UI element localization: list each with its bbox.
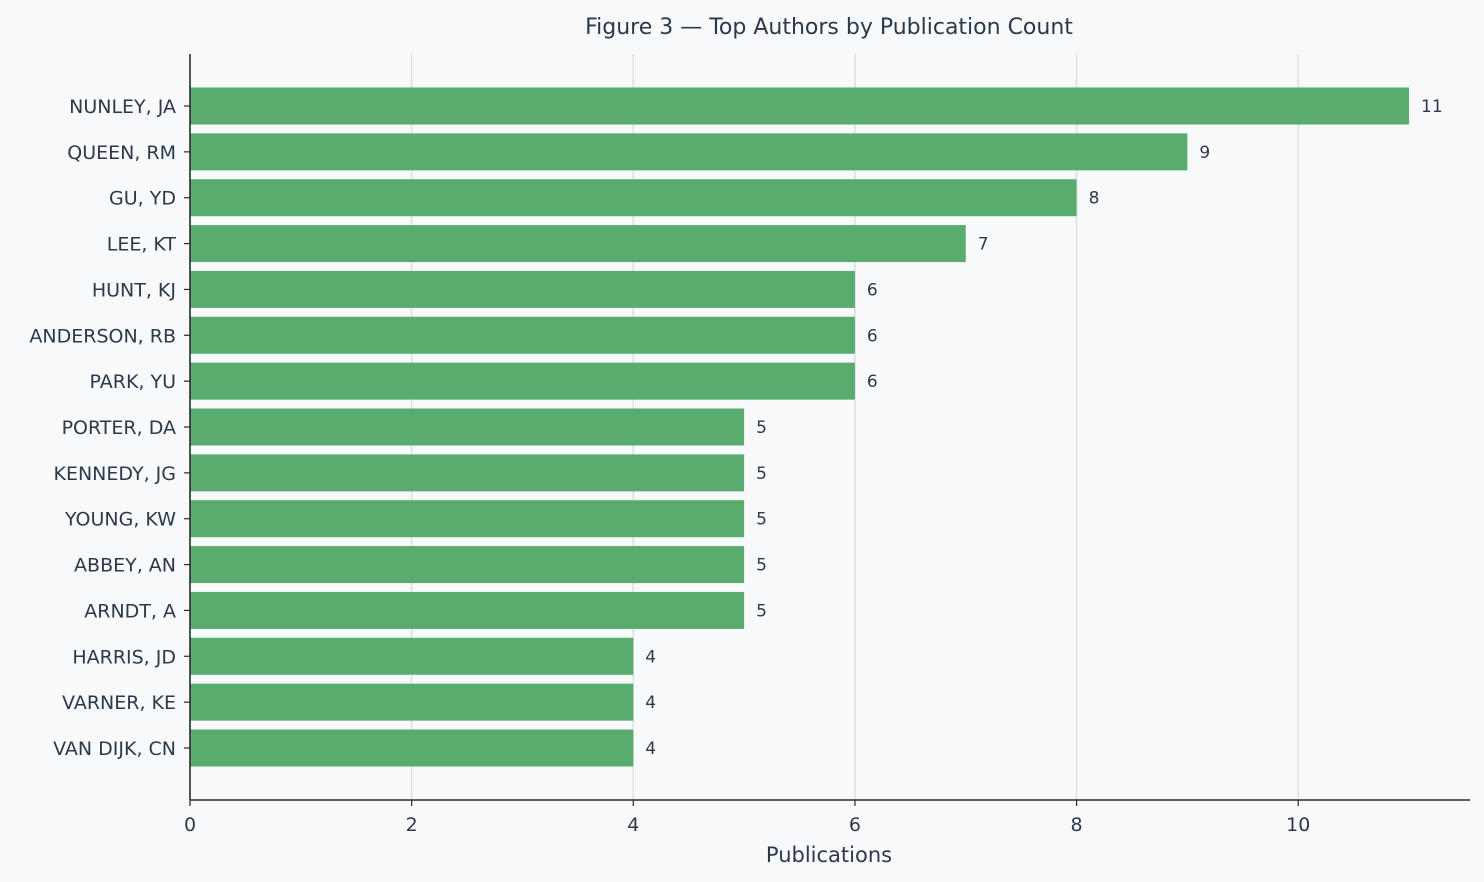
bar-7 xyxy=(190,408,745,446)
value-labels: 11 9 8 7 6 6 6 5 5 5 5 5 4 4 4 xyxy=(645,97,1442,759)
axes xyxy=(184,54,1470,801)
value-label-2: 8 xyxy=(1089,189,1100,209)
x-tick-label-2: 4 xyxy=(627,814,639,836)
value-label-8: 5 xyxy=(756,464,767,484)
value-label-5: 6 xyxy=(867,326,878,346)
gridlines xyxy=(410,54,1299,800)
value-label-1: 9 xyxy=(1199,143,1210,163)
bar-1 xyxy=(190,133,1188,171)
bar-14 xyxy=(190,729,634,767)
category-label-0: NUNLEY, JA xyxy=(69,96,176,118)
category-label-4: HUNT, KJ xyxy=(92,279,176,301)
bar-12 xyxy=(190,637,634,675)
bar-4 xyxy=(190,270,855,308)
bar-6 xyxy=(190,362,855,400)
category-label-1: QUEEN, RM xyxy=(67,142,176,164)
x-tick-label-5: 10 xyxy=(1286,814,1310,836)
category-label-2: GU, YD xyxy=(109,188,176,210)
category-label-5: ANDERSON, RB xyxy=(29,325,176,347)
category-label-12: HARRIS, JD xyxy=(72,646,176,668)
category-label-6: PARK, YU xyxy=(90,371,177,393)
value-label-14: 4 xyxy=(645,739,656,759)
bar-5 xyxy=(190,316,855,354)
bar-10 xyxy=(190,546,745,584)
value-label-12: 4 xyxy=(645,647,656,667)
category-label-9: YOUNG, KW xyxy=(64,509,176,531)
bars xyxy=(190,87,1410,767)
value-label-0: 11 xyxy=(1421,97,1443,117)
bar-2 xyxy=(190,179,1077,217)
x-tick-label-3: 6 xyxy=(849,814,861,836)
category-labels: NUNLEY, JA QUEEN, RM GU, YD LEE, KT HUNT, KJ… xyxy=(29,96,176,760)
x-axis-label: Publications xyxy=(766,843,892,867)
value-label-6: 6 xyxy=(867,372,878,392)
bar-13 xyxy=(190,683,634,721)
category-label-3: LEE, KT xyxy=(107,234,177,256)
category-label-10: ABBEY, AN xyxy=(74,555,176,577)
category-label-7: PORTER, DA xyxy=(62,417,176,439)
chart-title: Figure 3 — Top Authors by Publication Co… xyxy=(585,15,1073,40)
value-label-3: 7 xyxy=(978,235,989,255)
value-label-9: 5 xyxy=(756,510,767,530)
value-label-7: 5 xyxy=(756,418,767,438)
category-label-11: ARNDT, A xyxy=(84,600,176,622)
bar-8 xyxy=(190,454,745,492)
x-tick-label-4: 8 xyxy=(1071,814,1083,836)
category-label-13: VARNER, KE xyxy=(62,692,176,714)
value-label-11: 5 xyxy=(756,601,767,621)
bar-9 xyxy=(190,500,745,538)
x-tick-label-0: 0 xyxy=(184,814,196,836)
x-ticks: 0 2 4 6 8 10 xyxy=(184,800,1310,836)
bar-0 xyxy=(190,87,1410,125)
bar-11 xyxy=(190,591,745,629)
bar-3 xyxy=(190,225,966,263)
value-label-10: 5 xyxy=(756,556,767,576)
x-tick-label-1: 2 xyxy=(406,814,418,836)
category-label-8: KENNEDY, JG xyxy=(54,463,177,485)
value-label-13: 4 xyxy=(645,693,656,713)
category-label-14: VAN DIJK, CN xyxy=(53,738,176,760)
value-label-4: 6 xyxy=(867,280,878,300)
